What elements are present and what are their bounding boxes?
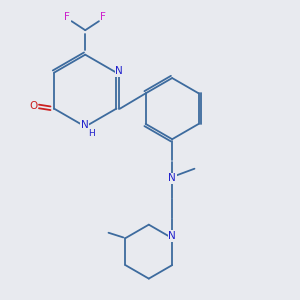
Text: O: O bbox=[29, 101, 37, 112]
Text: F: F bbox=[64, 11, 70, 22]
Text: N: N bbox=[168, 231, 176, 241]
Text: H: H bbox=[88, 129, 95, 138]
Text: N: N bbox=[116, 66, 123, 76]
Text: N: N bbox=[168, 173, 176, 183]
Text: N: N bbox=[81, 120, 88, 130]
Text: F: F bbox=[100, 11, 106, 22]
